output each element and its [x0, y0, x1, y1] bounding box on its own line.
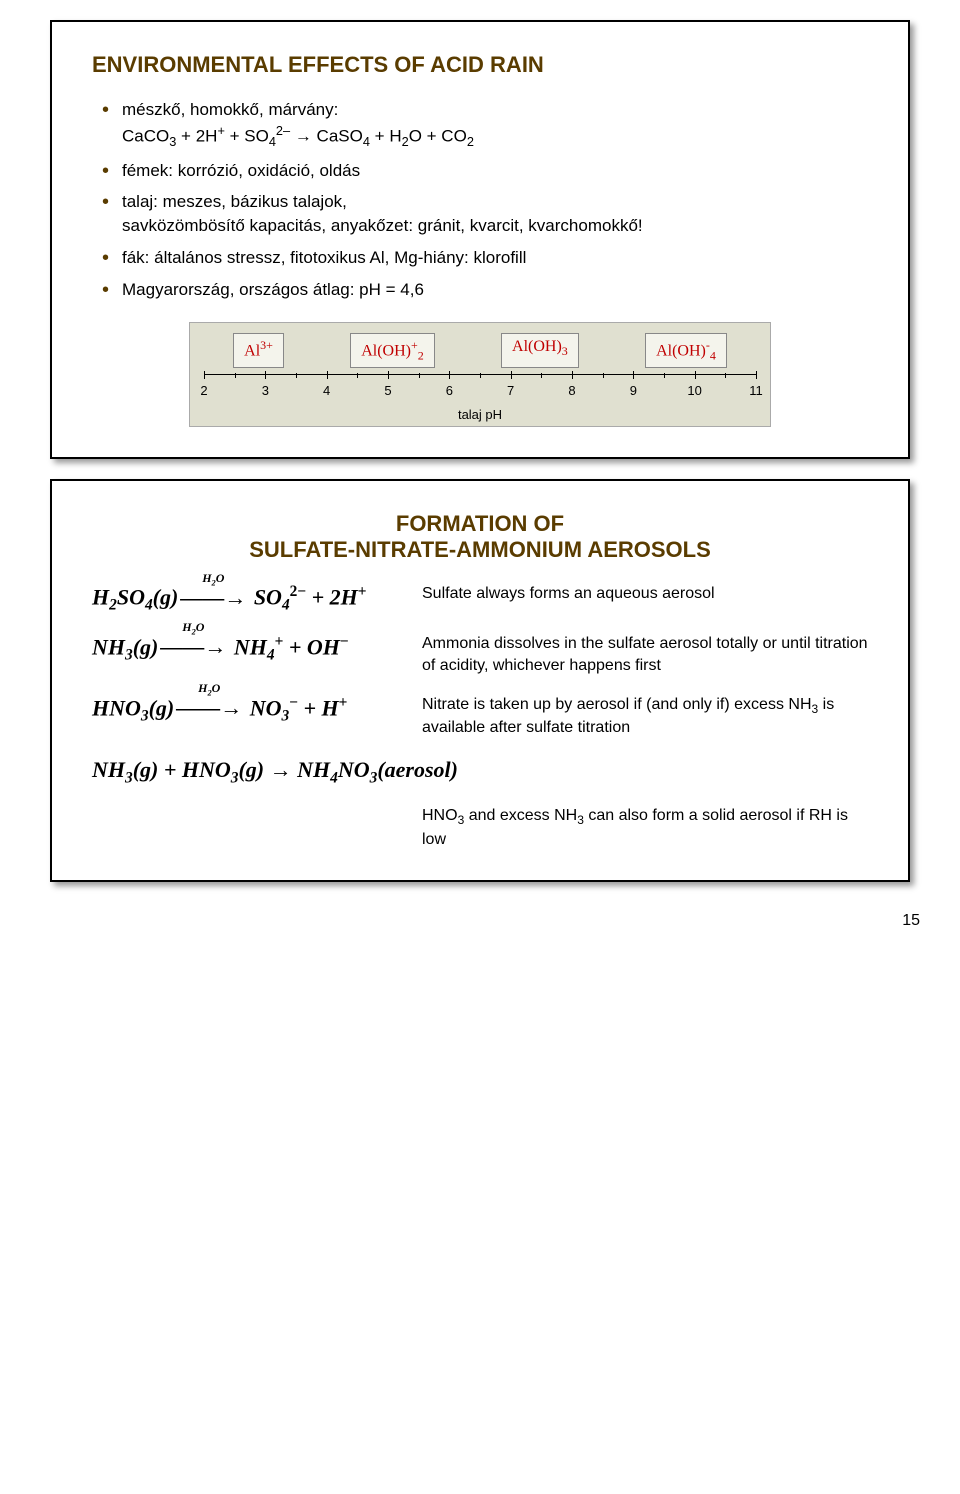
species-box: Al(OH)+2	[350, 333, 435, 369]
eq-row-full: NH3(g) + HNO3(g) → NH4NO3(aerosol)	[92, 757, 868, 787]
slide-2: FORMATION OFSULFATE-NITRATE-AMMONIUM AER…	[50, 479, 910, 882]
axis-subtick	[480, 373, 481, 378]
axis-tick	[633, 371, 634, 379]
axis-subtick	[419, 373, 420, 378]
eq-desc: Sulfate always forms an aqueous aerosol	[422, 583, 715, 605]
equation-block: H2SO4(g)H2O——→ SO42− + 2H+ Sulfate alway…	[92, 583, 868, 850]
axis-tick-label: 11	[749, 383, 763, 398]
axis-tick-label: 6	[446, 383, 453, 398]
equation: NH3(g)H2O——→ NH4+ + OH−	[92, 633, 402, 665]
axis-subtick	[664, 373, 665, 378]
axis-subtick	[296, 373, 297, 378]
species-box: Al(OH)3	[501, 333, 579, 369]
axis-tick	[204, 371, 205, 379]
bullet-item: fák: általános stressz, fitotoxikus Al, …	[102, 246, 868, 270]
eq-desc: Ammonia dissolves in the sulfate aerosol…	[422, 633, 868, 676]
axis-tick-label: 10	[687, 383, 701, 398]
species-box: Al3+	[233, 333, 284, 369]
bullet-item: talaj: meszes, bázikus talajok,savközömb…	[102, 190, 868, 238]
axis-subtick	[603, 373, 604, 378]
ph-axis: 234567891011	[204, 374, 756, 409]
slide-1: ENVIRONMENTAL EFFECTS OF ACID RAIN mészk…	[50, 20, 910, 459]
axis-tick	[695, 371, 696, 379]
axis-tick-label: 7	[507, 383, 514, 398]
species-box: Al(OH)-4	[645, 333, 727, 369]
equation: H2SO4(g)H2O——→ SO42− + 2H+	[92, 583, 402, 615]
axis-tick	[572, 371, 573, 379]
axis-subtick	[235, 373, 236, 378]
axis-tick-label: 9	[630, 383, 637, 398]
axis-label: talaj pH	[200, 407, 760, 422]
axis-tick-label: 5	[384, 383, 391, 398]
footer-desc: HNO3 and excess NH3 can also form a soli…	[422, 805, 868, 850]
axis-tick	[265, 371, 266, 379]
ph-chart: Al3+ Al(OH)+2 Al(OH)3 Al(OH)-4 2 3 4 5 6 7 8 9 1…	[189, 322, 771, 428]
axis-tick-label: 8	[568, 383, 575, 398]
axis-tick	[511, 371, 512, 379]
axis-subtick	[541, 373, 542, 378]
page-number: 15	[0, 902, 960, 950]
axis-tick	[756, 371, 757, 379]
axis-tick-label: 3	[262, 383, 269, 398]
bullet-item: fémek: korrózió, oxidáció, oldás	[102, 159, 868, 183]
axis-tick	[327, 371, 328, 379]
equation: NH3(g) + HNO3(g) → NH4NO3(aerosol)	[92, 757, 458, 787]
axis-subtick	[725, 373, 726, 378]
slide1-title: ENVIRONMENTAL EFFECTS OF ACID RAIN	[92, 52, 868, 78]
axis-subtick	[357, 373, 358, 378]
equation: HNO3(g)H2O——→ NO3− + H+	[92, 694, 402, 726]
slide1-bullets: mészkő, homokkő, márvány:CaCO3 + 2H+ + S…	[92, 98, 868, 302]
bullet-item: Magyarország, országos átlag: pH = 4,6	[102, 278, 868, 302]
eq-desc: Nitrate is taken up by aerosol if (and o…	[422, 694, 868, 739]
eq-row: H2SO4(g)H2O——→ SO42− + 2H+ Sulfate alway…	[92, 583, 868, 615]
axis-tick-label: 2	[200, 383, 207, 398]
bullet-item: mészkő, homokkő, márvány:CaCO3 + 2H+ + S…	[102, 98, 868, 151]
species-row: Al3+ Al(OH)+2 Al(OH)3 Al(OH)-4	[200, 333, 760, 369]
axis-tick-label: 4	[323, 383, 330, 398]
slide2-title: FORMATION OFSULFATE-NITRATE-AMMONIUM AER…	[92, 511, 868, 563]
axis-tick	[388, 371, 389, 379]
axis-tick	[449, 371, 450, 379]
eq-row: HNO3(g)H2O——→ NO3− + H+ Nitrate is taken…	[92, 694, 868, 739]
eq-row: NH3(g)H2O——→ NH4+ + OH− Ammonia dissolve…	[92, 633, 868, 676]
